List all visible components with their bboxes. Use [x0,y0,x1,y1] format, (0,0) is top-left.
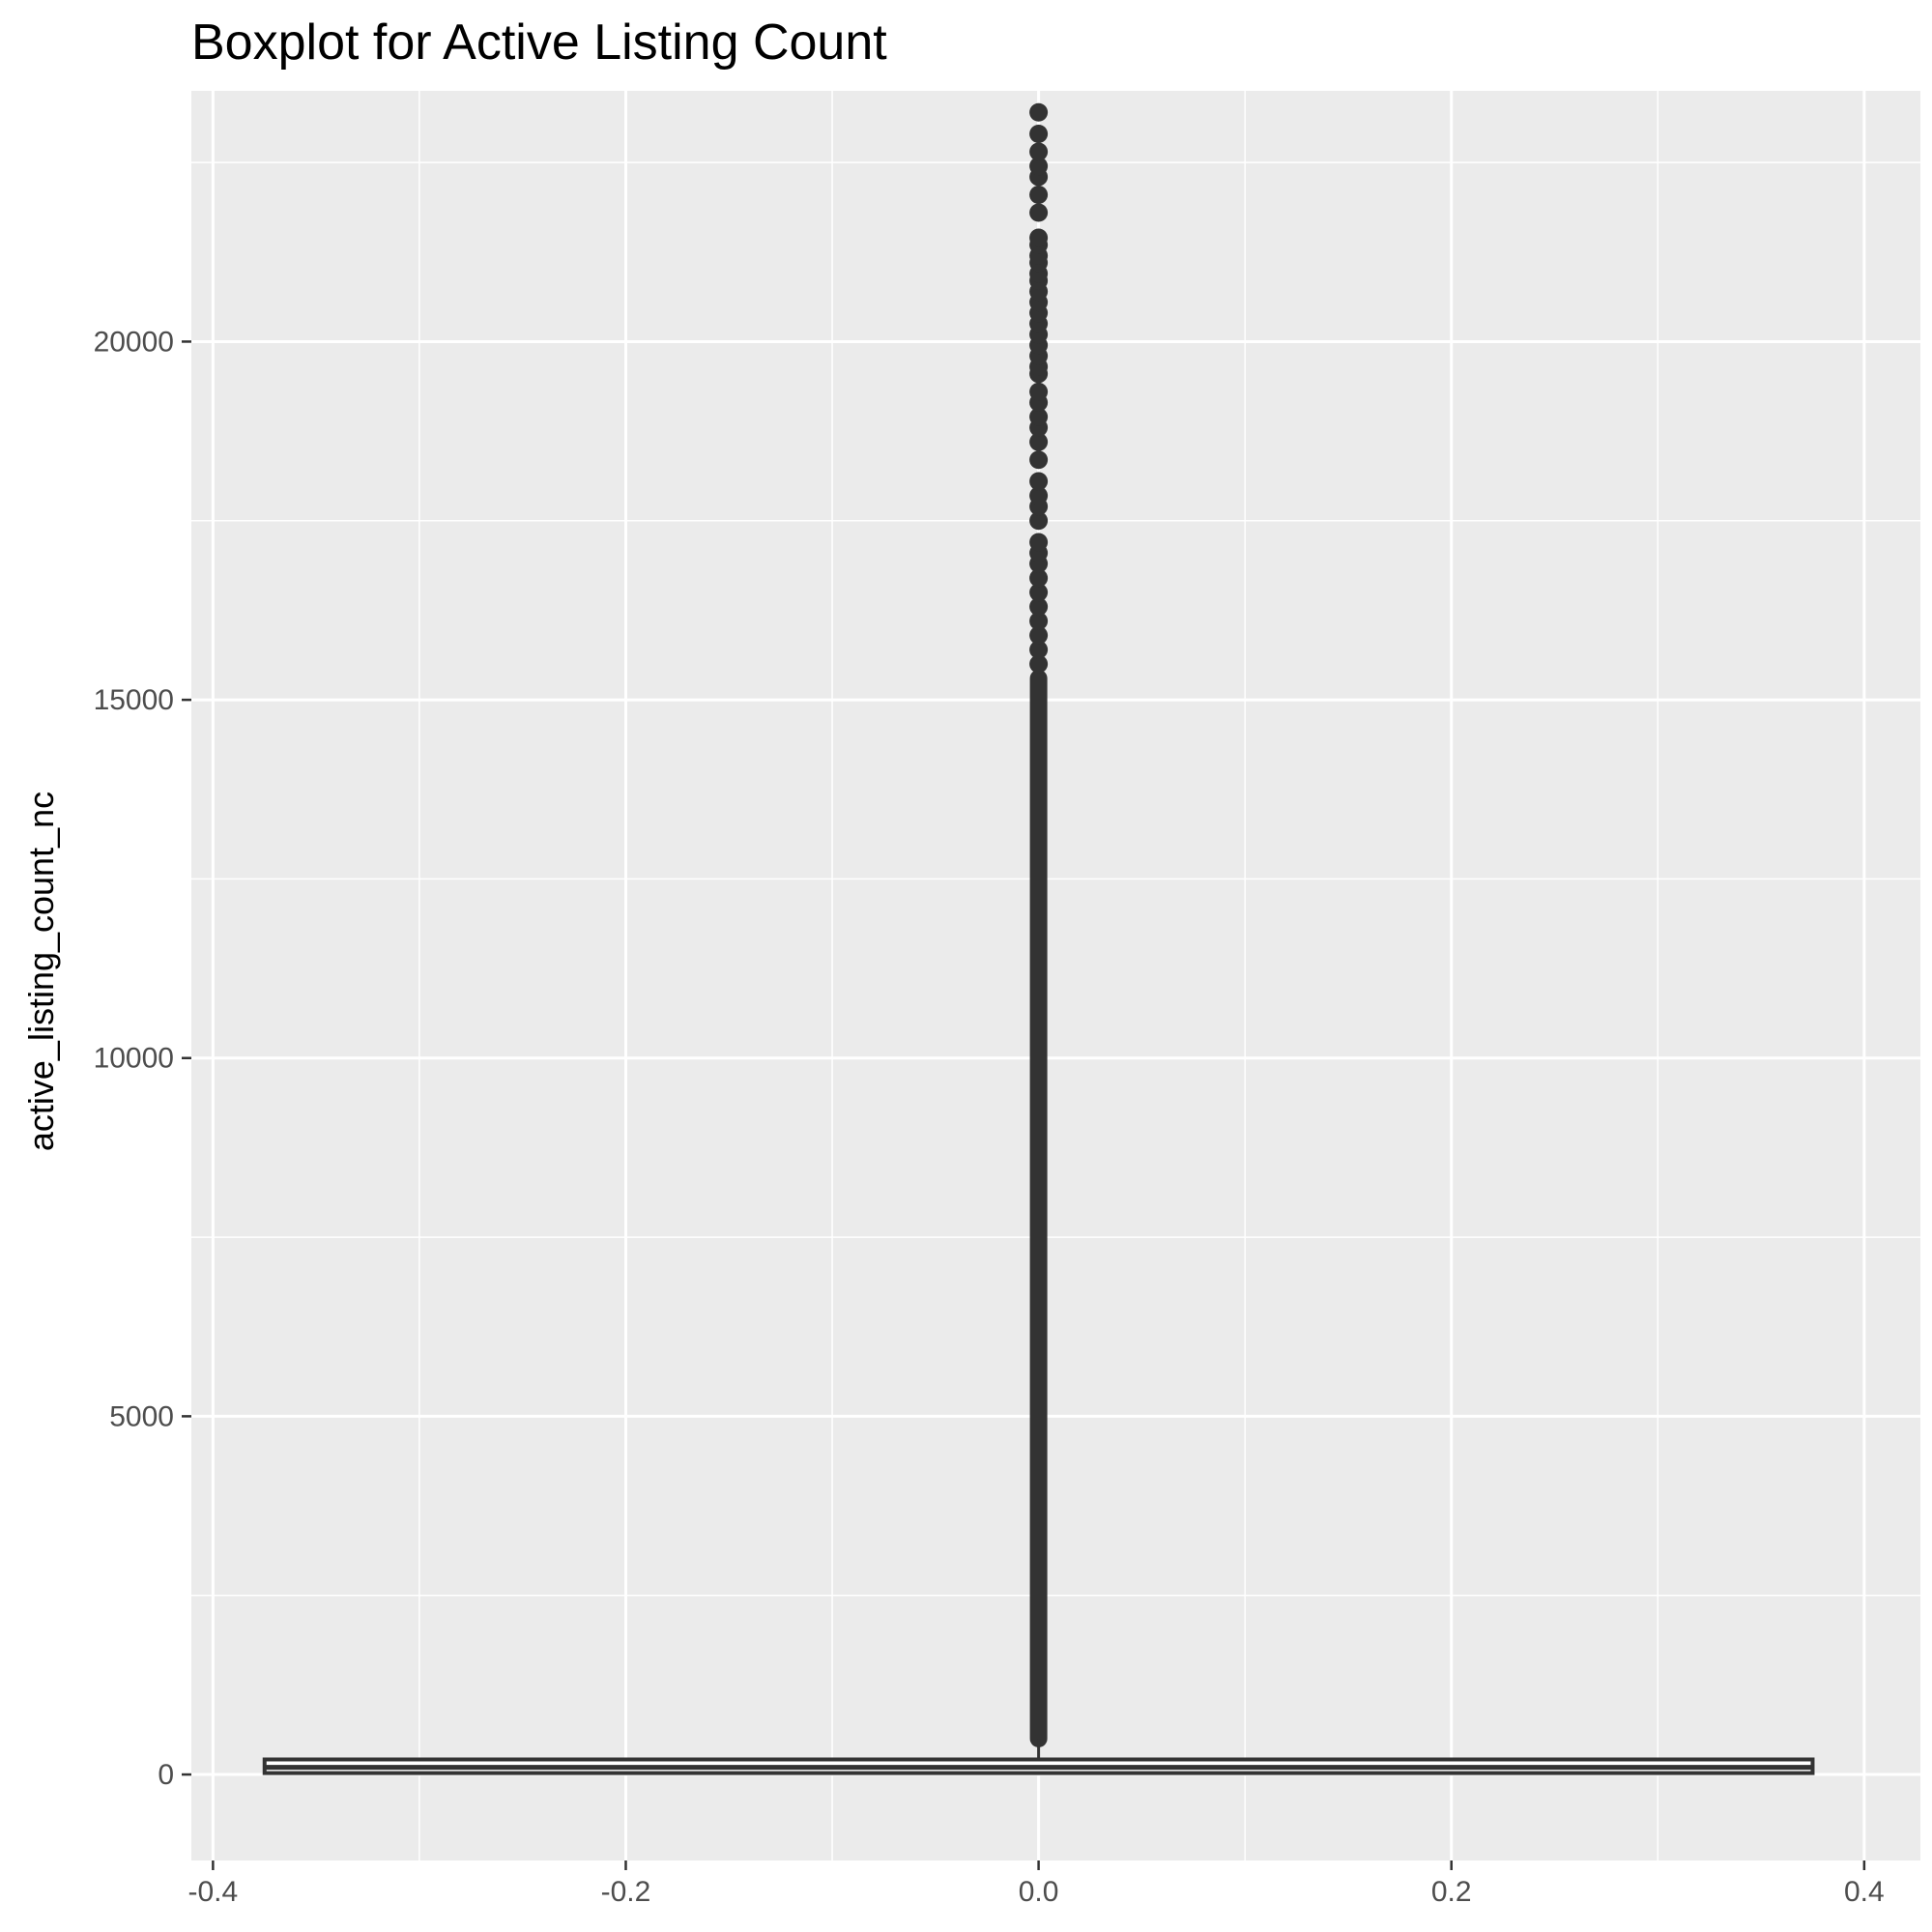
outlier-point [1029,407,1049,426]
minor-gridlines [191,91,1920,1860]
outlier-point [1029,432,1049,451]
plot-panel [191,91,1920,1860]
x-tick-label: 0.0 [1019,1876,1059,1908]
y-tick-label: 0 [158,1759,174,1791]
outlier-point [1029,142,1049,161]
box-element [262,1738,1815,1775]
outlier-point [1029,203,1049,222]
y-tick-label: 5000 [109,1400,174,1432]
outlier-point [1029,228,1049,247]
outlier-point [1029,568,1049,588]
outlier-points [1029,102,1049,1747]
x-tick-label: 0.2 [1431,1876,1472,1908]
y-axis-title: active_listing_count_nc [21,792,61,1151]
outlier-point [1029,612,1049,631]
x-tick-labels: -0.4 -0.2 0.0 0.2 0.4 [188,1876,1885,1908]
outlier-point [1029,640,1049,659]
outlier-point [1029,533,1049,552]
outlier-point [1029,625,1049,645]
chart-title: Boxplot for Active Listing Count [191,14,887,71]
outlier-point [1029,654,1049,674]
x-tick-label: -0.4 [188,1876,239,1908]
outlier-point [1029,124,1049,143]
x-tick-label: 0.4 [1844,1876,1885,1908]
outlier-point [1029,102,1049,122]
outlier-point [1029,450,1049,470]
outlier-point [1029,185,1049,204]
y-tick-labels: 0 5000 10000 15000 20000 [94,326,174,1791]
y-tick-label: 20000 [94,326,174,358]
outlier-point [1029,472,1049,491]
outlier-point [1029,583,1049,602]
outlier-point [1029,597,1049,617]
x-tick-label: -0.2 [601,1876,651,1908]
outlier-point [1029,486,1049,505]
outlier-point [1029,157,1049,176]
y-tick-label: 15000 [94,684,174,716]
outlier-point [1029,382,1049,401]
outlier-point [1029,511,1049,531]
axis-ticks [182,340,1866,1870]
y-tick-label: 10000 [94,1043,174,1075]
